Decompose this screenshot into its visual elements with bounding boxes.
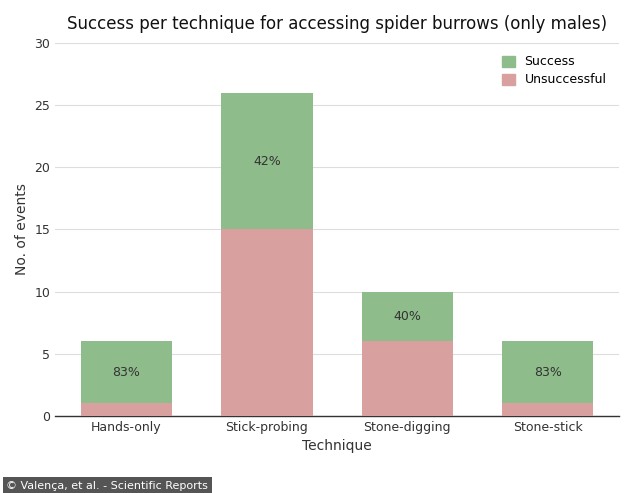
Text: 42%: 42% xyxy=(253,154,281,168)
Bar xyxy=(362,341,453,416)
Bar xyxy=(502,341,593,403)
Text: 40%: 40% xyxy=(394,310,421,323)
Bar xyxy=(81,403,172,416)
Bar xyxy=(221,229,313,416)
Text: © Valença, et al. - Scientific Reports: © Valença, et al. - Scientific Reports xyxy=(6,481,208,491)
Bar xyxy=(221,93,313,229)
Text: 83%: 83% xyxy=(113,366,141,379)
X-axis label: Technique: Technique xyxy=(302,439,372,454)
Bar xyxy=(362,291,453,341)
Text: 83%: 83% xyxy=(534,366,562,379)
Bar xyxy=(502,403,593,416)
Bar xyxy=(81,341,172,403)
Legend: Success, Unsuccessful: Success, Unsuccessful xyxy=(496,49,612,93)
Title: Success per technique for accessing spider burrows (only males): Success per technique for accessing spid… xyxy=(67,15,607,33)
Y-axis label: No. of events: No. of events xyxy=(15,183,29,276)
